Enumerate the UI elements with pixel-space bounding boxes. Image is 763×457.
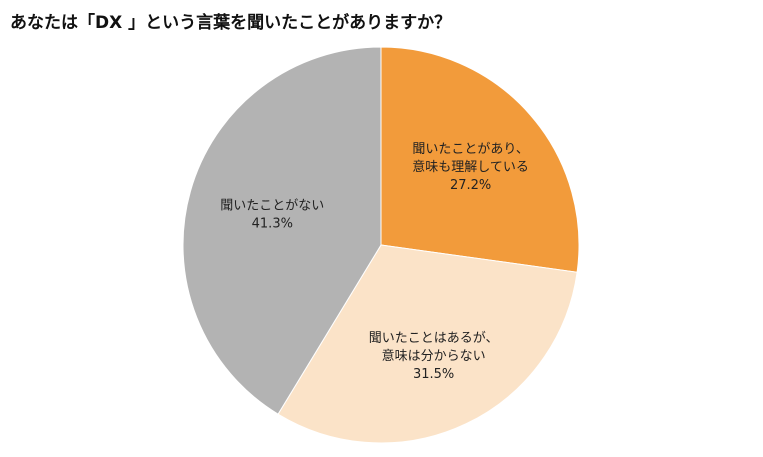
pie-slice-2	[277, 244, 578, 444]
slice-category-label: 意味も理解している	[412, 159, 529, 175]
pie-slice-3	[182, 46, 382, 415]
pie-slice-1	[380, 46, 580, 273]
slice-category-label: 聞いたことがない	[220, 198, 324, 213]
slice-value-label: 31.5%	[413, 366, 454, 381]
pie-slice-label-3: 聞いたことがない 41.3%	[220, 198, 324, 231]
slice-value-label: 27.2%	[450, 178, 491, 193]
pie-slice-label-2: 聞いたことはあるが、意味は分からない 31.5%	[369, 330, 499, 381]
slice-category-label: 聞いたことはあるが、	[369, 330, 499, 345]
slice-value-label: 41.3%	[252, 216, 293, 231]
pie-labels: 聞いたことがあり、意味も理解している 27.2% 聞いたことはあるが、意味は分からな…	[220, 142, 529, 382]
pie-slice-label-1: 聞いたことがあり、意味も理解している 27.2%	[412, 142, 529, 193]
slice-category-label: 意味は分からない	[382, 347, 486, 363]
chart-title: あなたは「DX 」という言葉を聞いたことがありますか？	[10, 13, 452, 33]
slice-category-label: 聞いたことがあり、	[412, 142, 528, 157]
pie-slices	[182, 46, 580, 444]
